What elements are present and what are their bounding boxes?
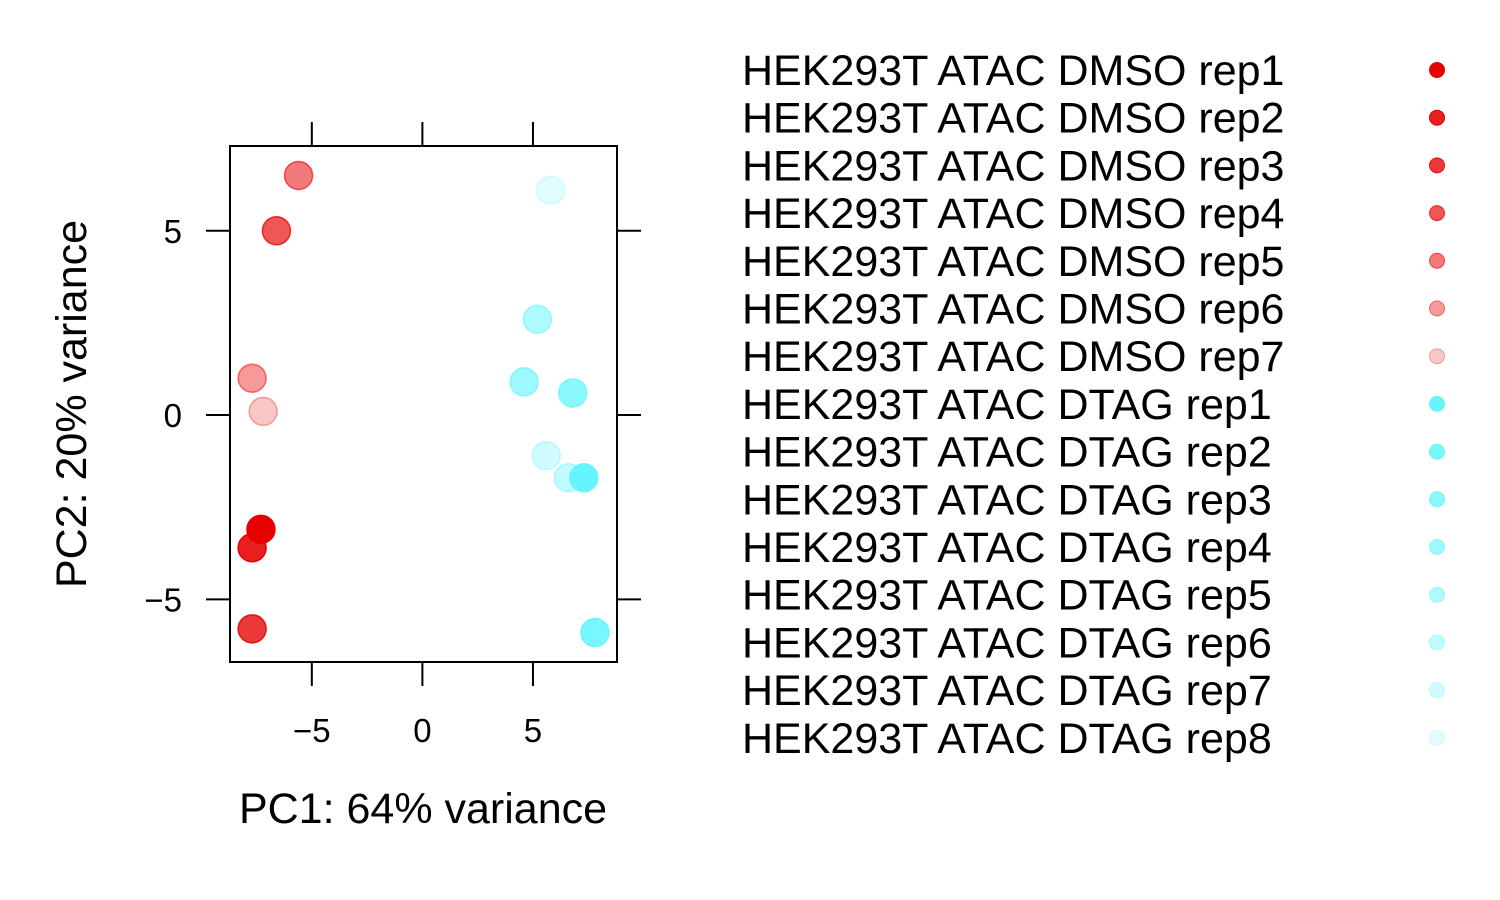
legend-marker-8	[1429, 395, 1445, 412]
legend-marker-11	[1429, 539, 1445, 555]
y-tick-label: 0	[164, 397, 182, 434]
point-10	[558, 378, 588, 408]
point-4	[261, 216, 292, 246]
x-tick-label: 0	[413, 712, 431, 749]
legend-label: HEK293T ATAC DMSO rep1	[742, 47, 1284, 95]
legend-label: HEK293T ATAC DTAG rep8	[742, 715, 1272, 763]
point-12	[522, 304, 553, 334]
legend-marker-14	[1429, 682, 1445, 699]
legend-marker-9	[1429, 443, 1445, 460]
y-tick-label: 5	[164, 213, 182, 250]
legend-label: HEK293T ATAC DTAG rep3	[742, 476, 1272, 524]
point-2	[237, 532, 267, 563]
point-7	[248, 396, 278, 427]
legend-label: HEK293T ATAC DMSO rep5	[742, 238, 1284, 286]
x-tick-label: 5	[524, 712, 542, 749]
legend-label: HEK293T ATAC DMSO rep4	[742, 190, 1284, 238]
point-15	[535, 175, 566, 205]
x-axis-title: PC1: 64% variance	[239, 785, 607, 833]
plot-frame	[229, 145, 618, 663]
legend-marker-7	[1429, 348, 1445, 365]
legend-marker-13	[1429, 634, 1445, 651]
y-tick-label: −5	[144, 581, 182, 618]
axis-ticks: −5 0 5 −5 0 5	[144, 122, 641, 749]
legend-label: HEK293T ATAC DTAG rep4	[742, 524, 1272, 572]
legend-marker-15	[1429, 729, 1445, 746]
legend-label: HEK293T ATAC DMSO rep3	[742, 142, 1284, 190]
legend-label: HEK293T ATAC DMSO rep6	[742, 286, 1284, 334]
legend-label: HEK293T ATAC DMSO rep2	[742, 95, 1284, 143]
legend-marker-6	[1429, 300, 1445, 317]
legend-marker-3	[1429, 157, 1445, 174]
legend-marker-5	[1429, 252, 1445, 269]
legend-marker-1	[1429, 62, 1445, 78]
legend-label: HEK293T ATAC DTAG rep1	[742, 381, 1272, 429]
legend-label: HEK293T ATAC DMSO rep7	[742, 333, 1284, 381]
legend-label: HEK293T ATAC DTAG rep7	[742, 667, 1272, 715]
legend-label: HEK293T ATAC DTAG rep5	[742, 572, 1272, 620]
legend-label: HEK293T ATAC DTAG rep6	[742, 619, 1272, 667]
point-6	[237, 363, 267, 393]
point-5	[283, 160, 314, 191]
point-9	[580, 617, 610, 648]
point-3	[237, 614, 267, 644]
data-points	[237, 160, 610, 648]
legend-marker-2	[1429, 109, 1445, 126]
legend-marker-4	[1429, 205, 1445, 222]
y-axis-title: PC2: 20% variance	[48, 220, 96, 588]
point-13	[553, 462, 584, 493]
legend-marker-10	[1429, 491, 1445, 508]
point-14	[531, 440, 561, 471]
legend-marker-12	[1429, 586, 1445, 603]
point-11	[509, 367, 539, 397]
point-8	[569, 462, 599, 493]
x-tick-label: −5	[293, 712, 331, 749]
legend-label: HEK293T ATAC DTAG rep2	[742, 429, 1272, 477]
